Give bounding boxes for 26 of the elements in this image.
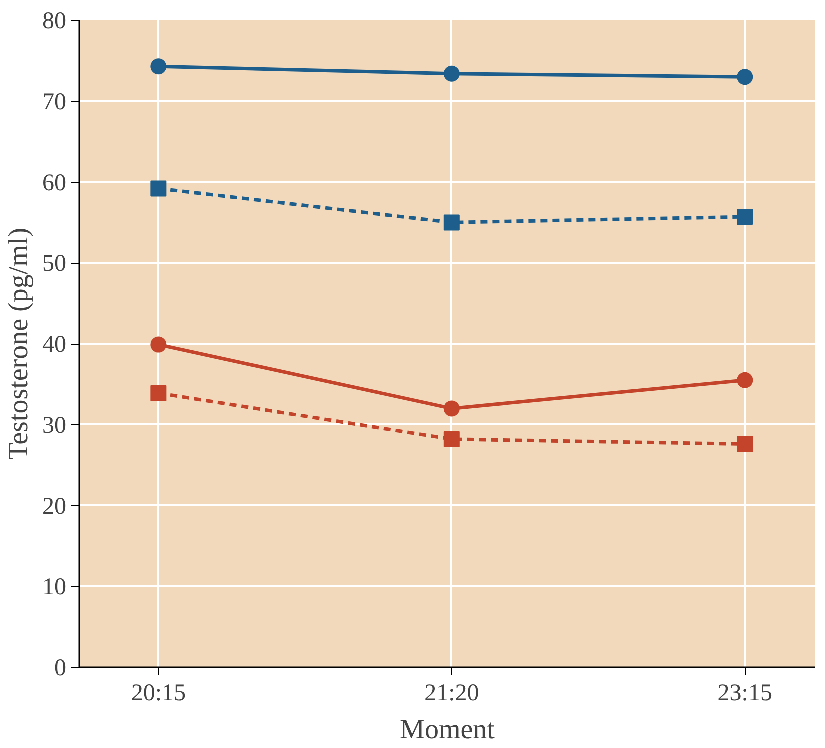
x-axis-title: Moment	[400, 714, 496, 746]
point	[150, 336, 167, 353]
y-axis-title: Testosterone (pg/ml)	[4, 228, 34, 460]
point	[444, 431, 460, 448]
point	[150, 385, 167, 402]
y-tick-label: 30	[42, 412, 66, 439]
y-tick-label: 70	[42, 89, 66, 116]
point	[150, 58, 167, 75]
y-tick-label: 40	[42, 332, 66, 358]
point	[444, 400, 460, 417]
y-tick-label: 60	[42, 170, 66, 196]
x-tick-label: 23:15	[718, 680, 772, 706]
point	[737, 69, 754, 86]
y-tick-label: 10	[42, 574, 66, 601]
y-tick-label: 80	[42, 8, 66, 34]
point	[737, 372, 754, 388]
point	[444, 214, 460, 231]
y-tick-label: 0	[54, 656, 66, 682]
point	[737, 209, 754, 226]
point	[150, 180, 167, 197]
point	[737, 436, 754, 452]
point	[444, 66, 460, 82]
y-tick-label: 50	[42, 251, 66, 278]
y-tick-label: 20	[42, 494, 66, 520]
x-tick-label: 20:15	[131, 680, 186, 706]
x-tick-label: 21:20	[424, 680, 480, 706]
